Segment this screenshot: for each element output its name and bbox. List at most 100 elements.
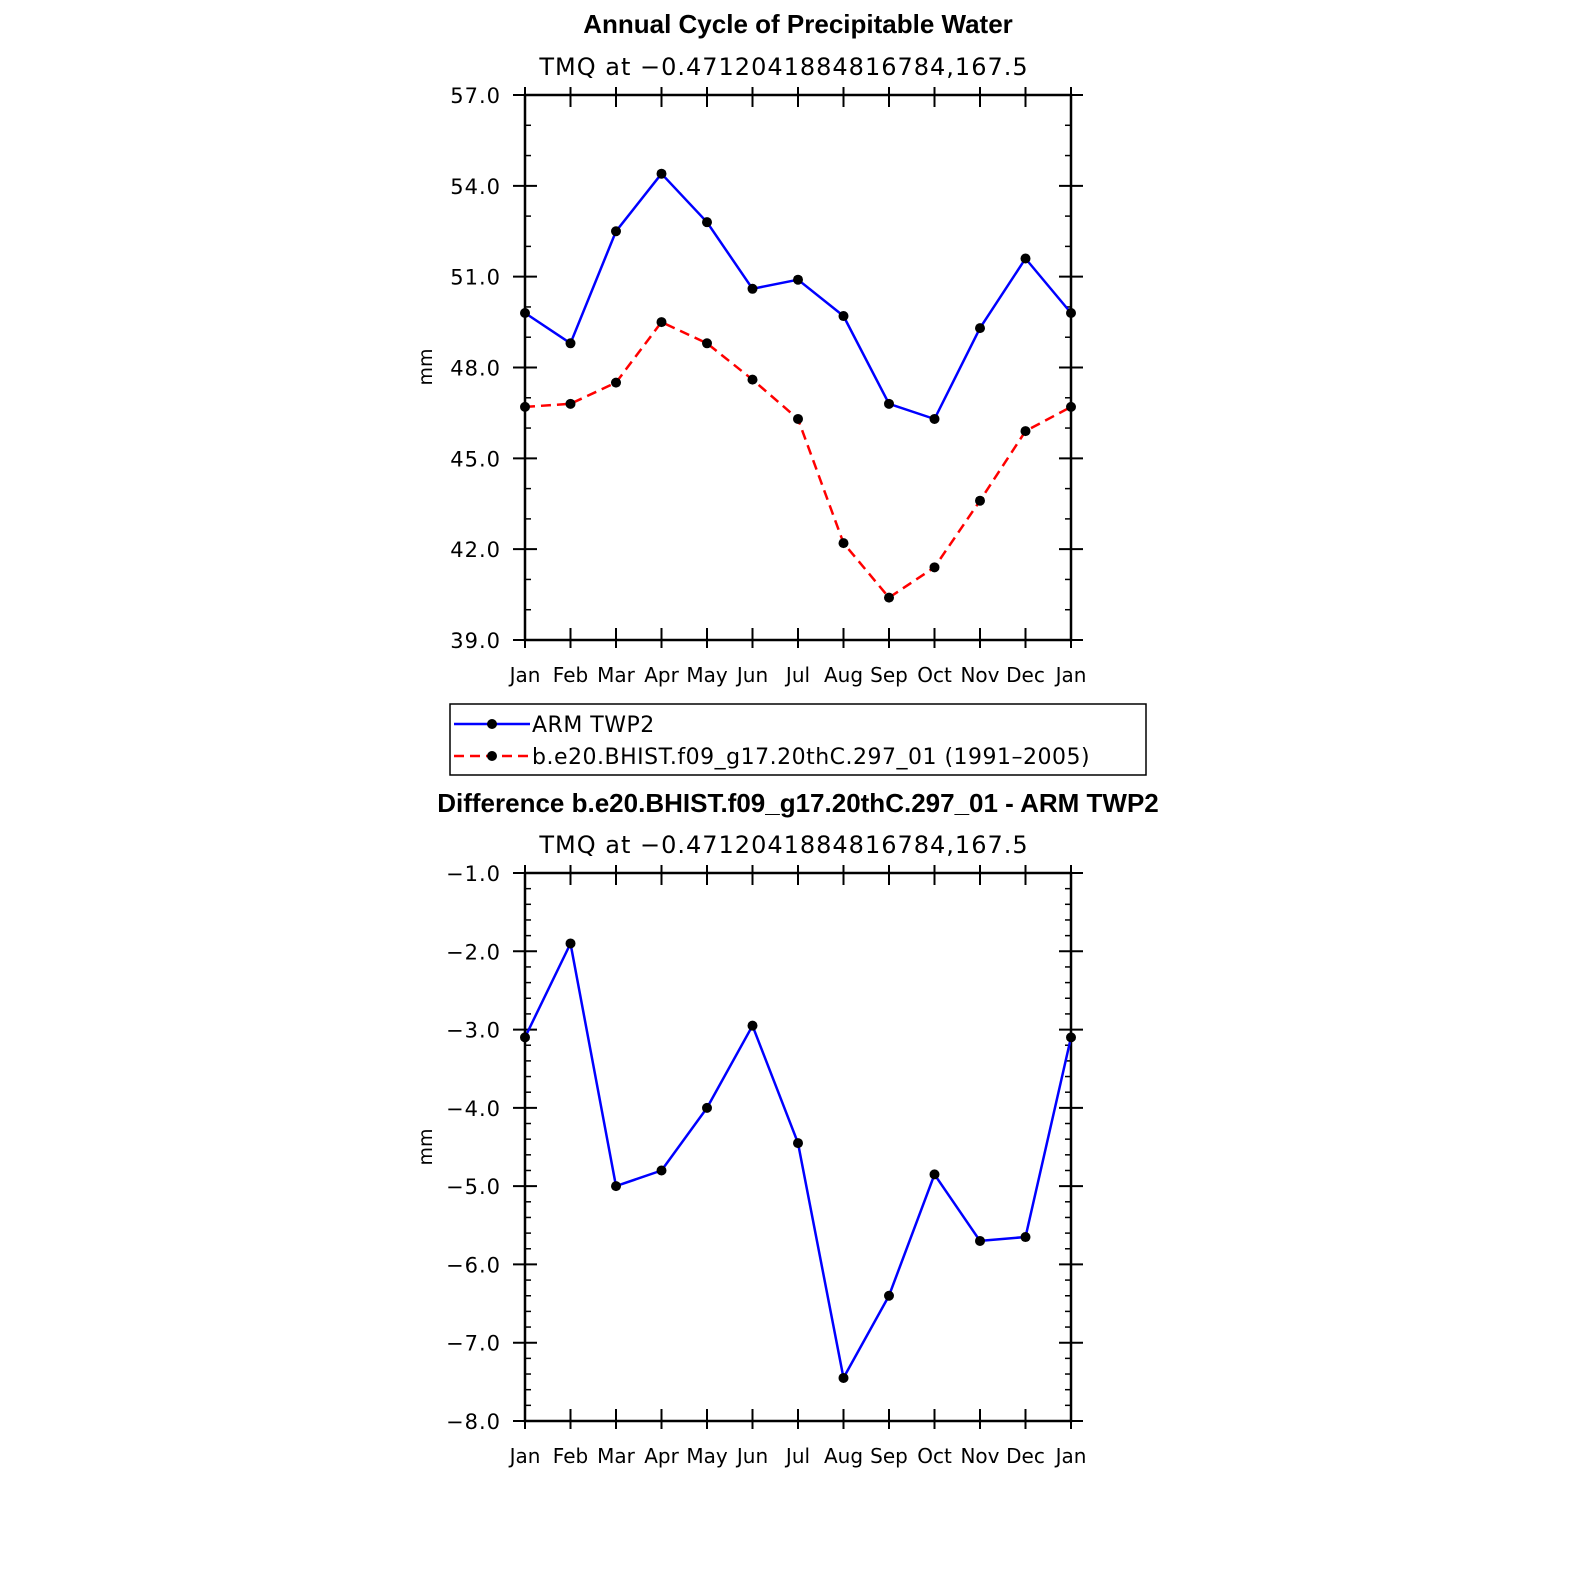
chart2-ytick-label: −2.0 <box>446 940 501 964</box>
chart1-xtick-label: Jun <box>735 663 768 687</box>
chart1-xtick-label: Jan <box>1054 663 1087 687</box>
chart1-series-1-point <box>884 592 894 603</box>
chart2-xtick-label: Oct <box>917 1444 952 1468</box>
chart1-series-1-point <box>611 377 621 388</box>
chart2-ytick-label: −8.0 <box>446 1410 501 1434</box>
chart2-xtick-label: Aug <box>824 1444 863 1468</box>
legend-box <box>449 703 1147 776</box>
chart2-xtick-label: Jan <box>508 1444 541 1468</box>
chart1-series-1-point <box>565 398 576 409</box>
chart1-series-0-point <box>747 283 758 294</box>
chart1-series-0-point <box>929 413 940 424</box>
chart1-frame <box>523 93 1073 642</box>
chart2-ytick-label: −7.0 <box>446 1332 501 1356</box>
chart1-series-0-point <box>884 398 894 409</box>
legend-label-model: b.e20.BHIST.f09_g17.20thC.297_01 (1991–2… <box>532 745 1090 770</box>
chart1-series-1-point <box>702 338 712 349</box>
chart2-ytick-label: −1.0 <box>446 862 501 886</box>
chart1-ytick-label: 39.0 <box>450 629 501 653</box>
chart1-series-0-point <box>656 168 667 179</box>
chart1-series-0-point <box>1020 253 1031 264</box>
chart1-series-0-point <box>975 323 985 334</box>
chart2-plot-area: −8.0 −7.0 −6.0 −5.0 −4.0 −3.0 −2.0 −1.0 Jan Feb Ma… <box>446 862 1086 1468</box>
chart1-xtick-label: Dec <box>1006 663 1045 687</box>
chart-difference: Difference b.e20.BHIST.f09_g17.20thC.297… <box>415 788 1159 1468</box>
chart2-series-0-point <box>565 938 576 949</box>
chart1-series-0-point <box>838 311 849 322</box>
chart2-subtitle: TMQ at −0.4712041884816784,167.5 <box>538 831 1028 859</box>
chart2-series-0-point <box>793 1138 803 1149</box>
chart2-xtick-label: Jul <box>784 1444 810 1468</box>
chart2-series-0-point <box>838 1372 849 1383</box>
chart2-series-0-point <box>520 1032 530 1043</box>
chart1-ytick-label: 45.0 <box>450 447 501 471</box>
chart2-ytick-label: −3.0 <box>446 1019 501 1043</box>
chart1-series-line-1 <box>524 320 1072 599</box>
chart1-ytick-label: 42.0 <box>450 538 501 562</box>
chart1-series-0-point <box>793 274 803 285</box>
chart1-series-0-point <box>565 338 576 349</box>
chart2-ytick-label: −4.0 <box>446 1097 501 1121</box>
chart1-series-1-point <box>793 413 803 424</box>
chart1-series-0-point <box>520 308 530 318</box>
chart1-series-1-point <box>747 374 758 385</box>
chart2-series-0-point <box>975 1235 985 1246</box>
chart2-series-0-point <box>1020 1232 1031 1243</box>
chart2-series-0-point <box>611 1181 621 1192</box>
chart2-ytick-label: −5.0 <box>446 1175 501 1199</box>
chart2-series-0-point <box>1066 1032 1076 1043</box>
chart1-ytick-label: 48.0 <box>450 357 501 381</box>
chart1-series-1-point <box>520 401 530 412</box>
chart1-ytick-label: 54.0 <box>450 175 501 199</box>
chart2-series-0-point <box>929 1169 940 1180</box>
chart1-series-1-point <box>656 317 667 328</box>
chart1-xtick-label: Aug <box>824 663 863 687</box>
chart2-xtick-label: Jun <box>735 1444 768 1468</box>
chart1-xtick-label: Sep <box>870 663 908 687</box>
chart1-series-0-point <box>611 226 621 237</box>
chart1-xtick-label: Oct <box>917 663 952 687</box>
chart1-series-0-point <box>1066 308 1076 318</box>
chart1-ylabel: mm <box>415 348 437 385</box>
chart1-ytick-label: 51.0 <box>450 266 501 290</box>
chart1-series-1-point <box>929 562 940 573</box>
chart1-series-0-point <box>702 217 712 228</box>
chart1-series-1-point <box>1020 426 1031 437</box>
chart2-xtick-label: Feb <box>553 1444 588 1468</box>
chart-annual-cycle: Annual Cycle of Precipitable Water TMQ a… <box>415 9 1086 687</box>
chart1-plot-area: 39.0 42.0 45.0 48.0 51.0 54.0 57.0 Jan Feb Mar Apr… <box>450 84 1086 687</box>
chart2-xtick-label: Nov <box>960 1444 999 1468</box>
chart2-xtick-label: Mar <box>597 1444 636 1468</box>
chart2-title: Difference b.e20.BHIST.f09_g17.20thC.297… <box>437 788 1159 818</box>
chart2-series-0-point <box>702 1102 712 1113</box>
chart2-xtick-label: Sep <box>870 1444 908 1468</box>
chart2-ytick-label: −6.0 <box>446 1253 501 1277</box>
legend-marker-model <box>487 751 497 761</box>
chart1-series-line-0 <box>524 172 1072 421</box>
chart1-subtitle: TMQ at −0.4712041884816784,167.5 <box>538 53 1028 81</box>
chart2-xtick-label: Dec <box>1006 1444 1045 1468</box>
chart2-series-0-point <box>884 1290 894 1301</box>
chart1-title: Annual Cycle of Precipitable Water <box>583 9 1013 39</box>
chart1-xtick-label: Feb <box>553 663 588 687</box>
chart2-series-line-0 <box>523 942 1073 1380</box>
chart2-series-0-point <box>747 1020 758 1031</box>
chart2-xtick-label: Jan <box>1054 1444 1087 1468</box>
chart2-series-0-point <box>656 1165 667 1176</box>
legend-marker-arm <box>487 719 497 729</box>
chart1-ytick-label: 57.0 <box>450 84 501 108</box>
legend-label-arm: ARM TWP2 <box>532 713 655 738</box>
chart1-series-1-point <box>1066 401 1076 412</box>
chart1-series-1-point <box>975 495 985 506</box>
chart1-legend: ARM TWP2 b.e20.BHIST.f09_g17.20thC.297_0… <box>449 703 1147 776</box>
chart1-xtick-label: Nov <box>960 663 999 687</box>
chart2-xtick-label: May <box>686 1444 728 1468</box>
chart1-xtick-label: Jul <box>784 663 810 687</box>
chart1-xtick-label: May <box>686 663 728 687</box>
chart1-xtick-label: Jan <box>508 663 541 687</box>
chart2-ylabel: mm <box>415 1128 437 1165</box>
chart1-xtick-label: Apr <box>644 663 679 687</box>
chart1-series-1-point <box>838 538 849 549</box>
chart2-xtick-label: Apr <box>644 1444 679 1468</box>
